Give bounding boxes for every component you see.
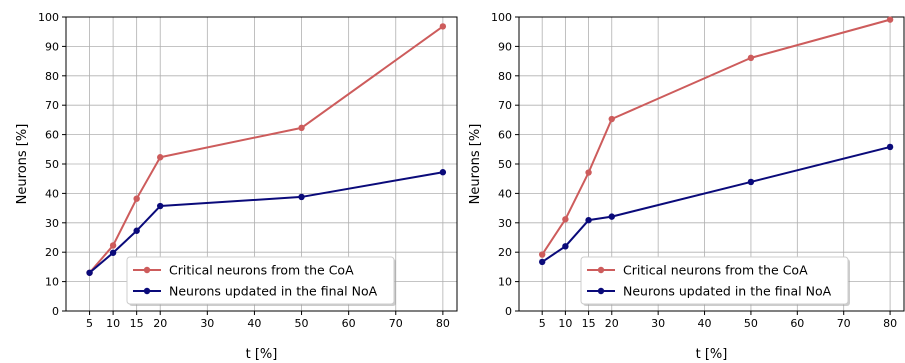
data-point: [747, 178, 755, 186]
y-tick-label: 90: [498, 40, 512, 53]
data-point: [298, 124, 305, 132]
x-tick-label: 50: [295, 317, 309, 330]
x-tick-label: 20: [605, 317, 619, 330]
data-point: [439, 23, 447, 30]
series-line: [88, 25, 444, 274]
y-tick-label: 80: [45, 70, 59, 83]
y-tick-label: 30: [498, 217, 512, 230]
x-tick-label: 70: [837, 317, 851, 330]
series-1: [86, 23, 447, 276]
x-tick-label: 80: [436, 317, 450, 330]
x-tick-label: 20: [153, 317, 167, 330]
series-1: [538, 16, 894, 258]
series-line: [88, 171, 444, 274]
legend: Critical neurons from the CoA Neurons upd…: [580, 256, 850, 306]
data-point: [562, 216, 569, 223]
legend-marker: [597, 266, 605, 274]
legend-item-1: Critical neurons from the CoA: [587, 263, 808, 278]
data-point: [886, 143, 894, 151]
y-tick-label: 100: [38, 11, 59, 24]
legend-label: Critical neurons from the CoA: [623, 263, 808, 278]
chart-panel-1: 5 10 15 20 30 40 50 60 70 80 0 10 20 30 40 50 60 70 80 90 10…: [15, 11, 458, 362]
series-2: [538, 143, 894, 266]
data-point: [608, 213, 615, 220]
y-tick-label: 70: [45, 99, 59, 112]
data-point: [538, 258, 546, 266]
y-tick-label: 90: [45, 40, 59, 53]
x-axis-label: t [%]: [246, 347, 278, 362]
y-tick-label: 10: [45, 276, 59, 289]
legend-marker: [143, 287, 151, 295]
y-tick-label: 20: [498, 246, 512, 259]
x-tick-label: 30: [651, 317, 665, 330]
legend-item-2: Neurons updated in the final NoA: [133, 284, 378, 299]
legend: Critical neurons from the CoA Neurons upd…: [126, 256, 396, 306]
legend-marker: [143, 266, 151, 274]
y-tick-label: 80: [498, 70, 512, 83]
x-tick-label: 10: [558, 317, 572, 330]
data-point: [109, 249, 117, 256]
legend-box: [126, 256, 395, 305]
data-point: [133, 227, 140, 234]
y-tick-label: 0: [52, 305, 59, 318]
series-line: [541, 18, 891, 256]
data-point: [133, 195, 140, 202]
legend-item-2: Neurons updated in the final NoA: [587, 284, 832, 299]
x-tick-label: 10: [106, 317, 120, 330]
x-axis-label: t [%]: [696, 347, 728, 362]
data-point: [439, 169, 447, 176]
y-tick-label: 0: [505, 305, 512, 318]
x-tick-label: 15: [130, 317, 144, 330]
chart-panel-2: 5 10 15 20 30 40 50 60 70 80 0 10 20 30 40 50 60 70 80 90 10…: [468, 11, 905, 362]
data-point: [585, 169, 592, 176]
data-point: [747, 54, 755, 62]
x-tick-label: 70: [389, 317, 403, 330]
x-tick-label: 80: [883, 317, 897, 330]
y-tick-label: 60: [45, 129, 59, 142]
legend-label: Critical neurons from the CoA: [169, 263, 354, 278]
data-point: [109, 242, 117, 249]
x-tick-label: 5: [539, 317, 546, 330]
x-tick-label: 60: [790, 317, 804, 330]
y-tick-label: 20: [45, 246, 59, 259]
data-point: [608, 115, 615, 123]
legend-label: Neurons updated in the final NoA: [623, 284, 832, 299]
series-2: [86, 169, 447, 276]
y-tick-label: 60: [498, 129, 512, 142]
x-tick-label: 40: [698, 317, 712, 330]
y-tick-label: 30: [45, 217, 59, 230]
y-tick-label: 10: [498, 276, 512, 289]
legend-box: [580, 256, 849, 305]
legend-label: Neurons updated in the final NoA: [169, 284, 378, 299]
x-tick-label: 50: [744, 317, 758, 330]
y-axis-label: Neurons [%]: [15, 124, 30, 205]
data-point: [298, 193, 305, 201]
data-point: [585, 216, 592, 224]
data-point: [157, 202, 164, 210]
y-tick-label: 50: [498, 158, 512, 171]
x-tick-label: 40: [247, 317, 261, 330]
x-tick-label: 60: [342, 317, 356, 330]
data-point: [157, 154, 164, 161]
x-tick-label: 30: [200, 317, 214, 330]
data-point: [886, 16, 894, 23]
y-tick-label: 40: [498, 187, 512, 200]
x-tick-label: 15: [582, 317, 596, 330]
series-line: [541, 145, 891, 263]
y-tick-label: 70: [498, 99, 512, 112]
y-axis-label: Neurons [%]: [468, 124, 483, 205]
data-point: [86, 269, 93, 276]
legend-item-1: Critical neurons from the CoA: [133, 263, 354, 278]
y-tick-label: 40: [45, 187, 59, 200]
y-tick-label: 50: [45, 158, 59, 171]
legend-marker: [597, 287, 605, 295]
data-point: [538, 251, 546, 258]
y-tick-label: 100: [491, 11, 512, 24]
data-point: [562, 243, 569, 250]
x-tick-label: 5: [86, 317, 93, 330]
